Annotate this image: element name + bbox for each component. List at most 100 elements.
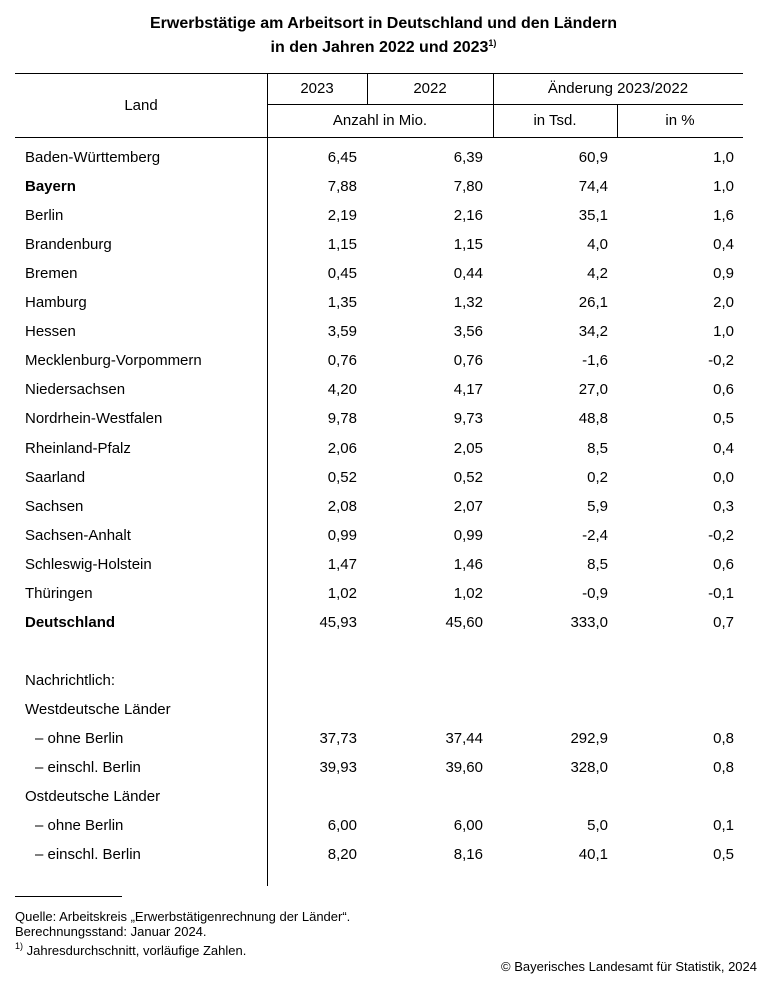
- cell-value: 6,00: [327, 817, 357, 835]
- cell-value: 0,44: [453, 265, 483, 283]
- cell-value: 0,52: [453, 468, 483, 486]
- cell-value: 0,2: [587, 468, 608, 486]
- cell-value: 1,35: [327, 294, 357, 312]
- cell-value: 0,5: [713, 410, 734, 428]
- cell-value: 9,78: [327, 410, 357, 428]
- row-label: Sachsen-Anhalt: [25, 526, 131, 544]
- cell-value: 35,1: [578, 207, 608, 225]
- cell-value: 292,9: [570, 730, 608, 747]
- footnote-mark: 1): [488, 38, 497, 48]
- row-label: Bayern: [25, 178, 76, 196]
- cell-value: 1,02: [327, 584, 357, 602]
- cell-value: 1,0: [713, 323, 734, 341]
- copyright: © Bayerisches Landesamt für Statistik, 2…: [501, 959, 757, 974]
- row-label: Mecklenburg-Vorpommern: [25, 352, 202, 370]
- cell-value: -0,2: [708, 526, 734, 544]
- rule: [617, 104, 618, 137]
- cell-value: 0,76: [453, 352, 483, 370]
- row-label: Hessen: [25, 323, 76, 341]
- cell-value: 1,46: [453, 555, 483, 573]
- cell-value: 1,02: [453, 584, 483, 602]
- cell-value: 1,15: [327, 236, 357, 254]
- title: in den Jahren 2022 und 20231): [0, 34, 767, 57]
- cell-value: 0,5: [713, 846, 734, 864]
- cell-value: 3,56: [453, 323, 483, 341]
- cell-value: 328,0: [570, 759, 608, 777]
- cell-value: 0,0: [713, 468, 734, 486]
- row-label: Thüringen: [25, 584, 93, 602]
- cell-value: 333,0: [570, 613, 608, 631]
- footnote-text: Jahresdurchschnitt, vorläufige Zahlen.: [26, 943, 247, 958]
- row-label: Rheinland-Pfalz: [25, 439, 131, 457]
- cell-value: 26,1: [578, 294, 608, 312]
- cell-value: 27,0: [578, 381, 608, 399]
- cell-value: 1,32: [453, 294, 483, 312]
- footnote: 1) Jahresdurchschnitt, vorläufige Zahlen…: [15, 939, 246, 958]
- row-label: – ohne Berlin: [35, 817, 124, 835]
- cell-value: 5,0: [587, 817, 608, 835]
- cell-value: 0,8: [713, 759, 734, 777]
- cell-value: 60,9: [578, 149, 608, 166]
- cell-value: 4,20: [327, 381, 357, 399]
- title: Erwerbstätige am Arbeitsort in Deutschla…: [0, 14, 767, 33]
- cell-value: 0,7: [713, 613, 734, 631]
- cell-value: 8,5: [587, 439, 608, 457]
- row-label: Bremen: [25, 265, 78, 283]
- cell-value: 7,88: [327, 178, 357, 196]
- cell-value: -0,1: [708, 584, 734, 602]
- cell-value: 0,1: [713, 817, 734, 835]
- header-cell: Land: [124, 97, 158, 114]
- cell-value: 8,20: [327, 846, 357, 864]
- cell-value: 0,4: [713, 236, 734, 254]
- title-line: in den Jahren 2022 und 2023: [270, 39, 489, 56]
- cell-value: 40,1: [578, 846, 608, 864]
- header-cell: in %: [665, 112, 695, 129]
- row-label: Baden-Württemberg: [25, 149, 161, 166]
- cell-value: 4,2: [587, 265, 608, 283]
- cell-value: -1,6: [582, 352, 608, 370]
- cell-value: 2,05: [453, 439, 483, 457]
- cell-value: 0,99: [453, 526, 483, 544]
- row-label: Westdeutsche Länder: [25, 700, 171, 718]
- cell-value: 0,52: [327, 468, 357, 486]
- cell-value: 2,08: [327, 497, 357, 515]
- cell-value: 3,59: [327, 323, 357, 341]
- cell-value: 9,73: [453, 410, 483, 428]
- cell-value: 0,6: [713, 555, 734, 573]
- header-cell: Anzahl in Mio.: [332, 112, 428, 129]
- rule: [267, 73, 268, 886]
- cell-value: 2,0: [713, 294, 734, 312]
- cell-value: 4,17: [453, 381, 483, 399]
- rule: [267, 104, 743, 105]
- header-cell: 2022: [413, 80, 447, 97]
- cell-value: 48,8: [578, 410, 608, 428]
- row-label: Ostdeutsche Länder: [25, 788, 161, 806]
- cell-value: 5,9: [587, 497, 608, 515]
- cell-value: 2,07: [453, 497, 483, 515]
- cell-value: 1,6: [713, 207, 734, 225]
- cell-value: 6,45: [327, 149, 357, 166]
- status: Berechnungsstand: Januar 2024.: [15, 924, 207, 939]
- cell-value: 1,0: [713, 149, 734, 166]
- header-cell: in Tsd.: [533, 112, 577, 129]
- cell-value: 6,39: [453, 149, 483, 166]
- row-label: – einschl. Berlin: [35, 846, 141, 864]
- row-label: Berlin: [25, 207, 64, 225]
- cell-value: 34,2: [578, 323, 608, 341]
- row-label: Brandenburg: [25, 236, 112, 254]
- row-label: Sachsen: [25, 497, 84, 515]
- cell-value: 8,16: [453, 846, 483, 864]
- row-label: Schleswig-Holstein: [25, 555, 152, 573]
- row-label: – einschl. Berlin: [35, 759, 141, 777]
- row-label: – ohne Berlin: [35, 730, 124, 747]
- row-label: Niedersachsen: [25, 381, 126, 399]
- footnote-mark: 1): [15, 941, 24, 951]
- cell-value: 1,47: [327, 555, 357, 573]
- cell-value: 2,19: [327, 207, 357, 225]
- footnote-rule: [15, 896, 122, 897]
- row-label: Saarland: [25, 468, 86, 486]
- rule: [15, 137, 743, 138]
- cell-value: 0,45: [327, 265, 357, 283]
